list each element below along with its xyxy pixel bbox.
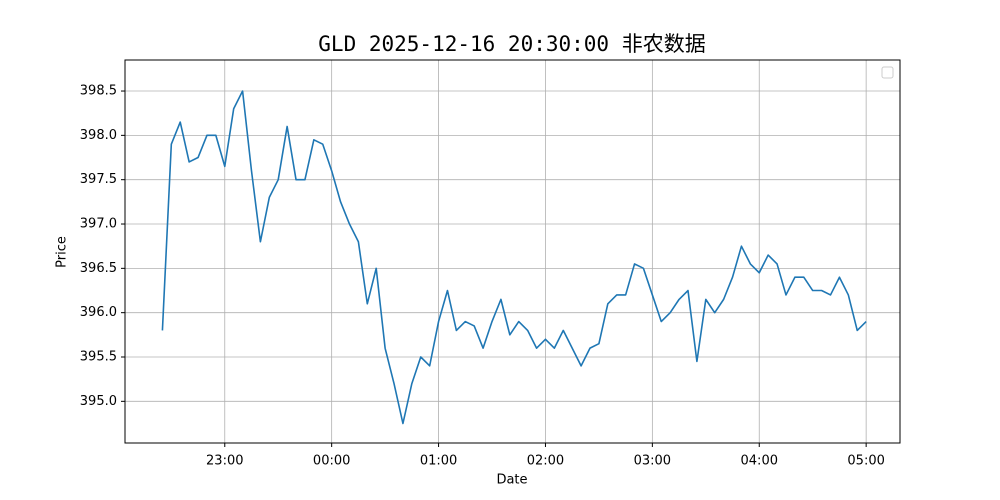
x-tick-label: 03:00 <box>634 454 671 469</box>
price-line <box>161 90 867 425</box>
y-tick-label: 397.5 <box>80 172 117 187</box>
x-tick-label: 00:00 <box>313 454 350 469</box>
x-tick-label: 02:00 <box>527 454 564 469</box>
y-tick-label: 398.5 <box>80 84 117 99</box>
plot-frame <box>124 59 901 444</box>
legend-box <box>881 66 894 79</box>
y-tick-label: 395.0 <box>80 394 117 409</box>
x-tick-label: 05:00 <box>847 454 884 469</box>
y-axis-label: Price <box>55 236 70 268</box>
x-axis-label: Date <box>496 473 527 488</box>
y-tick-label: 398.0 <box>80 128 117 143</box>
y-tick-label: 396.5 <box>80 261 117 276</box>
y-tick-label: 397.0 <box>80 217 117 232</box>
chart-title: GLD 2025-12-16 20:30:00 非农数据 <box>318 32 705 56</box>
y-tick-label: 396.0 <box>80 305 117 320</box>
x-tick-label: 23:00 <box>206 454 243 469</box>
x-tick-label: 04:00 <box>741 454 778 469</box>
y-tick-label: 395.5 <box>80 350 117 365</box>
x-tick-label: 01:00 <box>420 454 457 469</box>
